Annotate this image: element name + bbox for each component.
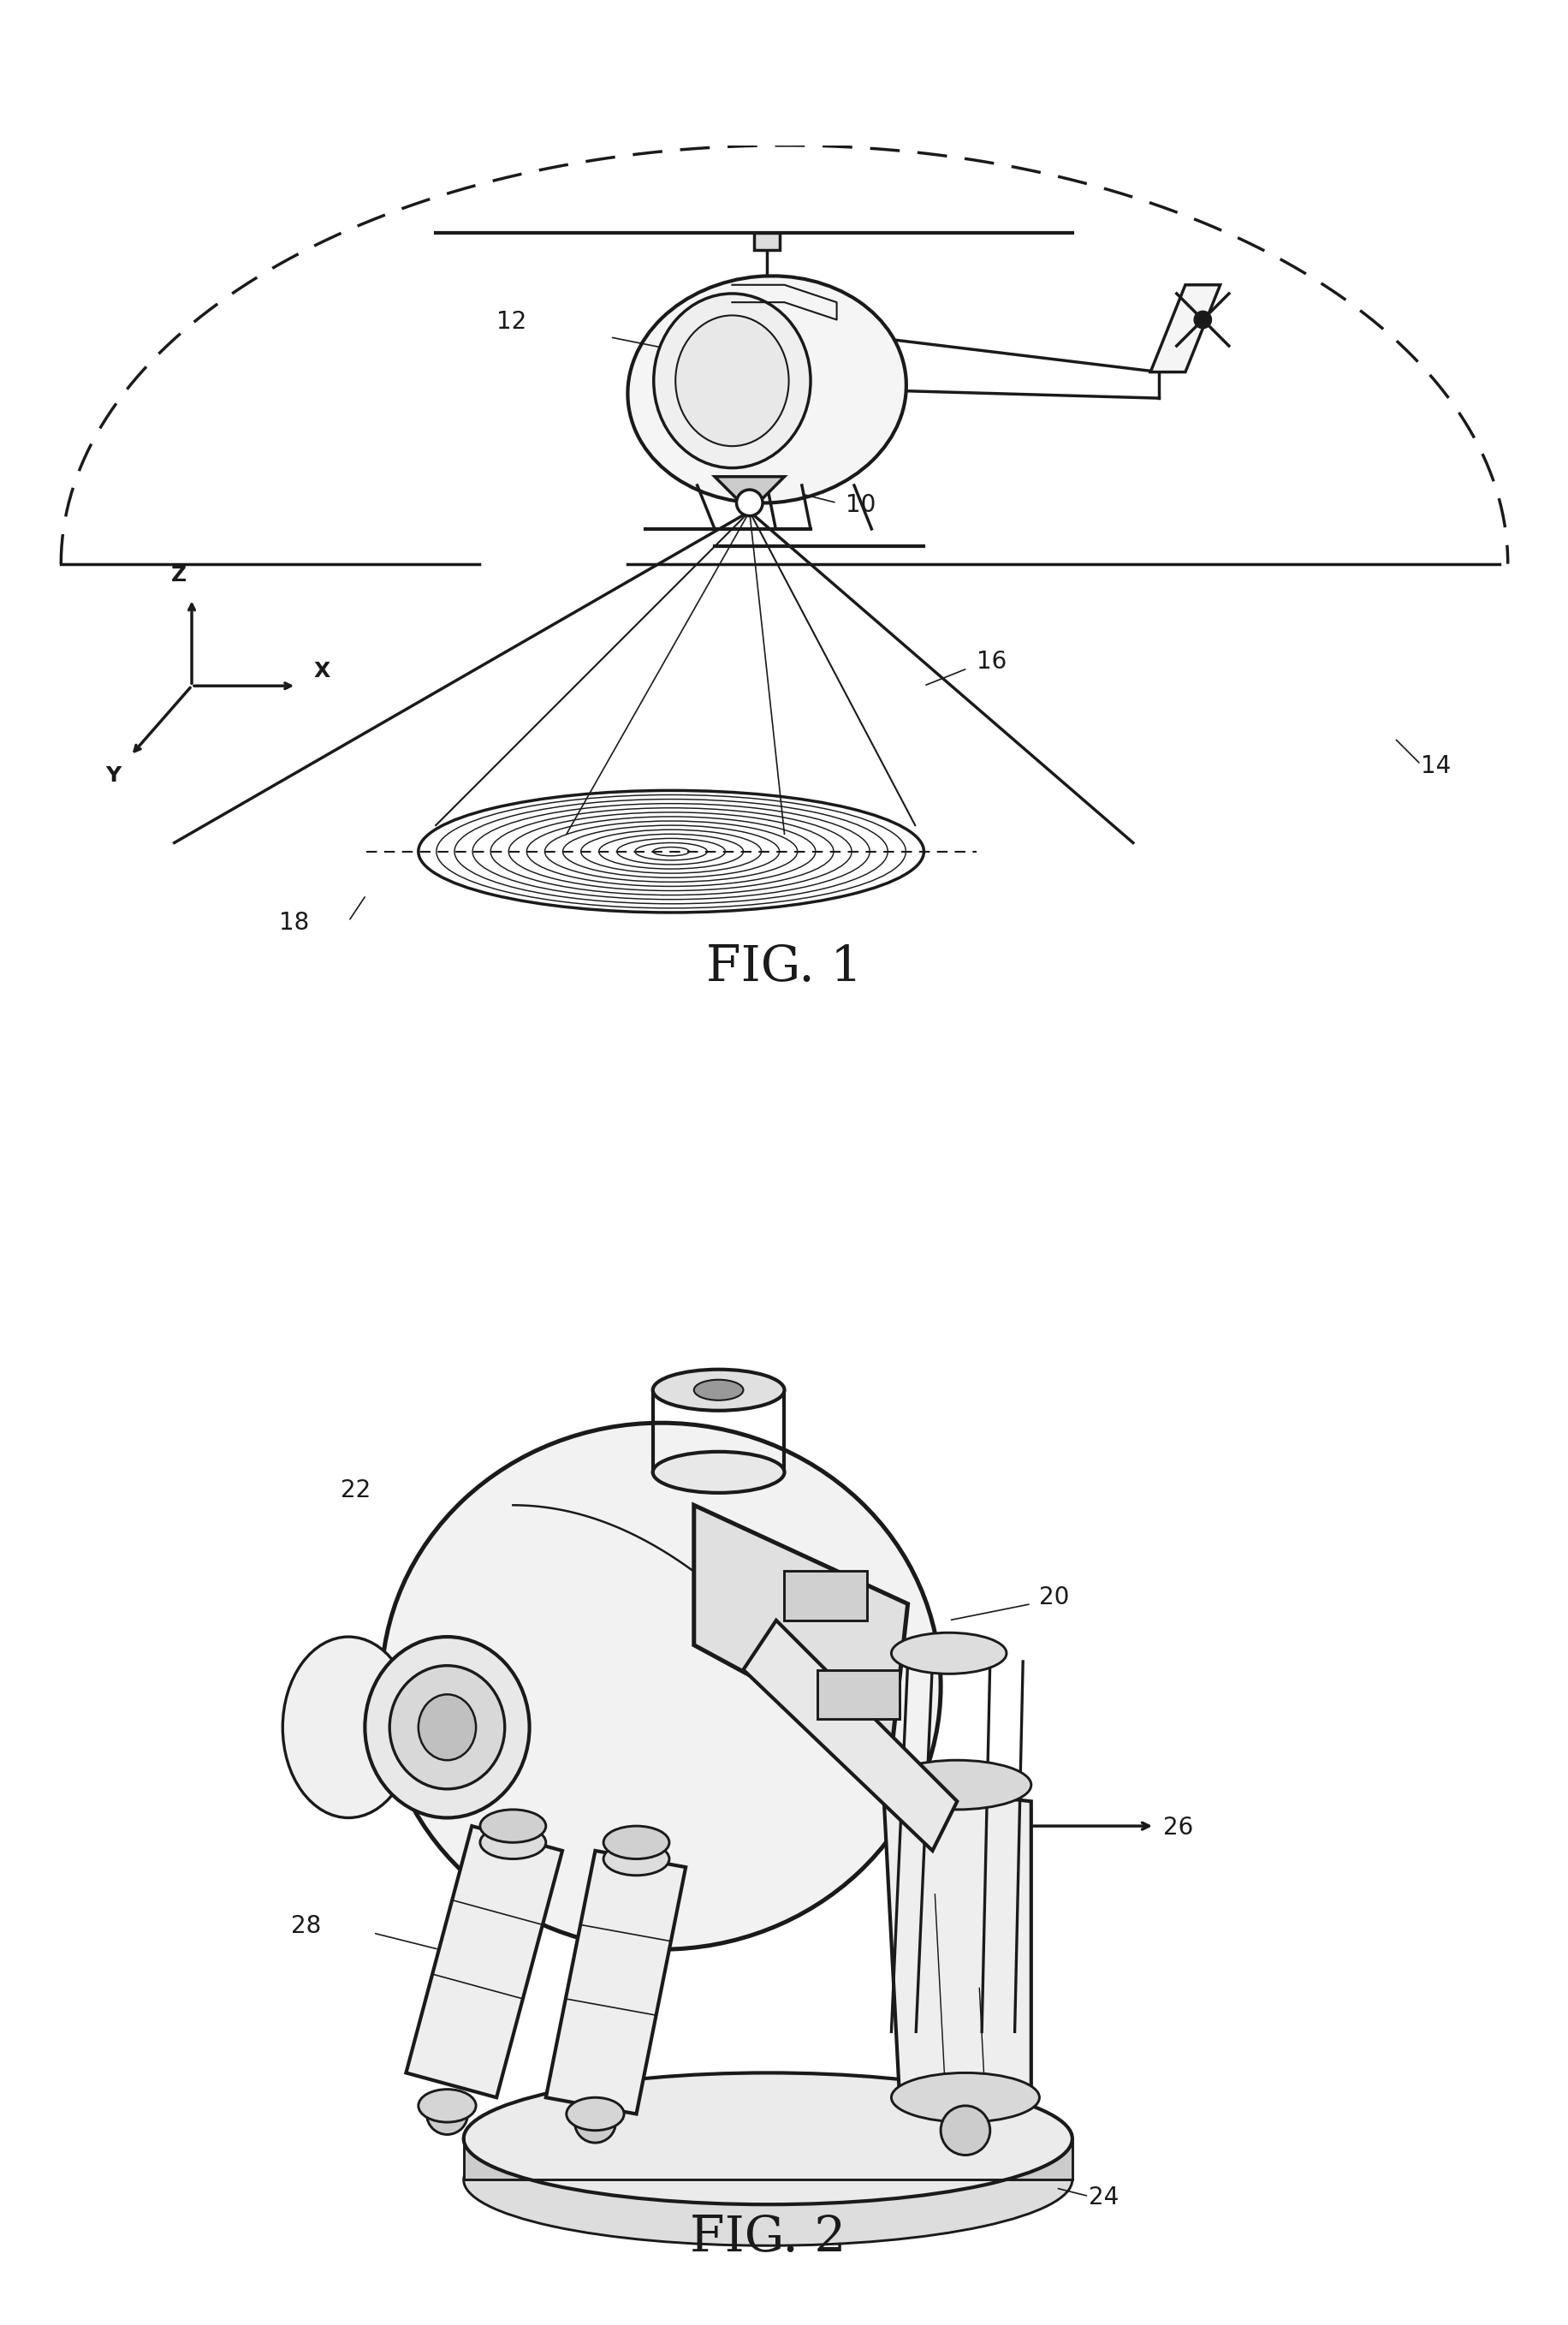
Text: 28: 28 — [916, 1913, 946, 1939]
Ellipse shape — [365, 1637, 528, 1818]
Circle shape — [426, 2092, 467, 2134]
Ellipse shape — [419, 2090, 475, 2123]
Ellipse shape — [389, 1665, 505, 1788]
Ellipse shape — [891, 1632, 1007, 1674]
Polygon shape — [1149, 286, 1220, 372]
Circle shape — [574, 2102, 616, 2144]
Polygon shape — [784, 1572, 866, 1621]
Text: Z: Z — [171, 565, 187, 586]
Text: 20: 20 — [1040, 1586, 1069, 1609]
Ellipse shape — [282, 1637, 414, 1818]
Text: 22: 22 — [340, 1479, 370, 1502]
Ellipse shape — [627, 277, 906, 502]
Polygon shape — [817, 1669, 898, 1718]
Ellipse shape — [381, 1423, 941, 1948]
Ellipse shape — [480, 1809, 546, 1841]
Ellipse shape — [891, 2074, 1040, 2123]
Polygon shape — [715, 477, 784, 511]
Circle shape — [941, 2106, 989, 2155]
Text: 14: 14 — [1421, 753, 1450, 779]
Ellipse shape — [480, 1825, 546, 1860]
Text: 12: 12 — [497, 309, 527, 332]
Ellipse shape — [464, 2074, 1073, 2204]
Polygon shape — [546, 1851, 685, 2113]
Ellipse shape — [652, 1451, 784, 1493]
Polygon shape — [754, 232, 779, 251]
Ellipse shape — [652, 1369, 784, 1411]
Ellipse shape — [883, 1760, 1030, 1809]
Polygon shape — [464, 2139, 1073, 2181]
Text: 28: 28 — [627, 1946, 659, 1972]
Polygon shape — [743, 1621, 956, 1851]
Circle shape — [735, 491, 762, 516]
Text: 26: 26 — [1162, 1816, 1192, 1839]
Polygon shape — [406, 1825, 561, 2097]
Ellipse shape — [654, 293, 811, 467]
Text: FIG. 1: FIG. 1 — [706, 944, 862, 990]
Text: Y: Y — [105, 765, 121, 786]
Text: FIG. 2: FIG. 2 — [690, 2213, 845, 2262]
Ellipse shape — [566, 2097, 624, 2130]
Ellipse shape — [464, 2113, 1073, 2246]
Polygon shape — [693, 1504, 908, 1753]
Text: 18: 18 — [279, 911, 309, 935]
Text: 16: 16 — [975, 649, 1005, 674]
Text: 28: 28 — [290, 1913, 321, 1939]
Text: X: X — [314, 660, 331, 681]
Ellipse shape — [419, 1695, 475, 1760]
Circle shape — [1193, 312, 1210, 328]
Polygon shape — [883, 1786, 1030, 2097]
Text: 10: 10 — [845, 493, 875, 516]
Ellipse shape — [604, 1825, 670, 1860]
Text: 24: 24 — [1088, 2186, 1118, 2209]
Ellipse shape — [604, 1841, 670, 1876]
Ellipse shape — [676, 316, 789, 446]
Ellipse shape — [693, 1379, 743, 1400]
